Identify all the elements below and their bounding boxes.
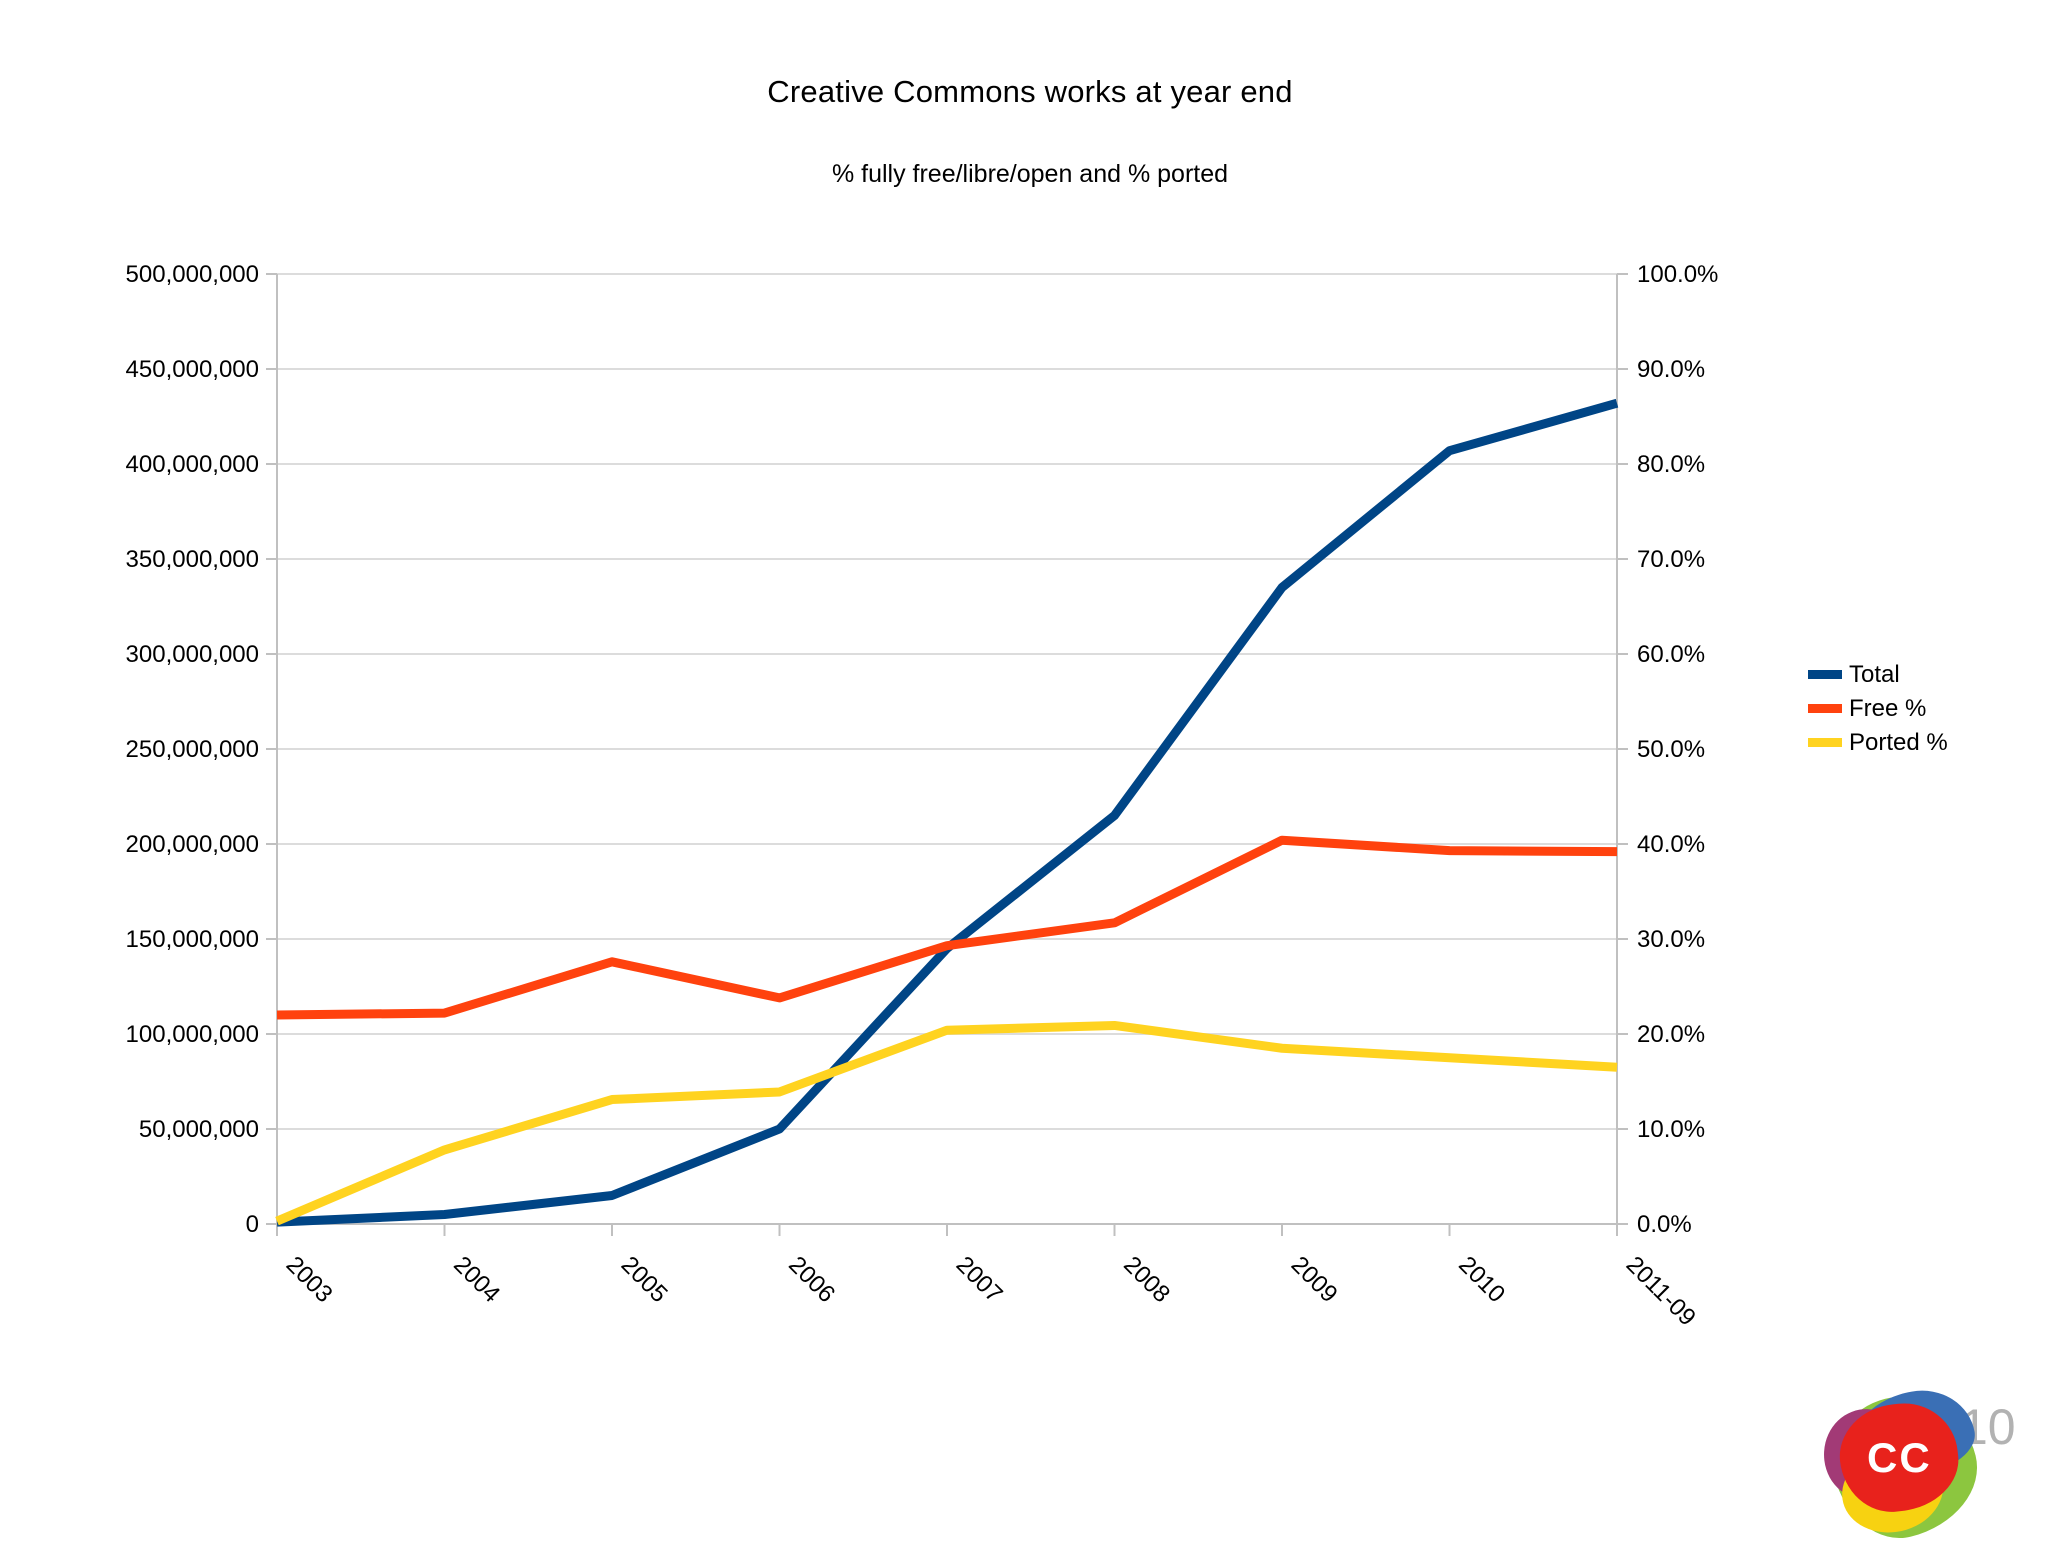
- left-axis-label: 300,000,000: [126, 641, 259, 668]
- right-axis-label: 10.0%: [1637, 1116, 1705, 1143]
- left-axis-label: 150,000,000: [126, 926, 259, 953]
- legend-swatch-total: [1808, 670, 1842, 679]
- right-axis-label: 100.0%: [1637, 261, 1718, 288]
- left-axis-label: 450,000,000: [126, 356, 259, 383]
- left-axis-label: 400,000,000: [126, 451, 259, 478]
- right-axis-label: 70.0%: [1637, 546, 1705, 573]
- chart-legend: Total Free % Ported %: [1808, 662, 1948, 755]
- series-line-total: [276, 398, 1619, 1227]
- left-axis-label: 100,000,000: [126, 1021, 259, 1048]
- cc-logo-text: CC: [1866, 1433, 1932, 1481]
- legend-item-total: Total: [1808, 662, 1948, 687]
- right-axis-label: 40.0%: [1637, 831, 1705, 858]
- left-axis-label: 250,000,000: [126, 736, 259, 763]
- left-axis-label: 50,000,000: [139, 1116, 259, 1143]
- legend-label-free: Free %: [1849, 695, 1927, 722]
- x-axis-label: 2010: [1453, 1251, 1510, 1308]
- left-axis-label: 0: [246, 1211, 259, 1238]
- series-line-ported: [275, 1020, 1618, 1226]
- right-axis-label: 20.0%: [1637, 1021, 1705, 1048]
- chart-canvas: 0 0.0% 50,000,000 10.0% 100,000,000 20.0% 150,…: [126, 261, 1719, 1331]
- x-axis-label: 2003: [281, 1251, 338, 1308]
- x-axis-label: 2009: [1286, 1251, 1343, 1308]
- legend-label-total: Total: [1849, 661, 1900, 688]
- right-axis-label: 90.0%: [1637, 356, 1705, 383]
- right-axis-label: 60.0%: [1637, 641, 1705, 668]
- left-axis-label: 200,000,000: [126, 831, 259, 858]
- legend-label-ported: Ported %: [1849, 729, 1948, 756]
- x-axis-label: 2004: [448, 1251, 505, 1308]
- right-axis-label: 80.0%: [1637, 451, 1705, 478]
- legend-swatch-ported: [1808, 738, 1842, 747]
- chart-title: Creative Commons works at year end: [767, 74, 1293, 109]
- legend-item-ported: Ported %: [1808, 730, 1948, 755]
- cc-logo: CC: [1814, 1380, 1991, 1551]
- legend-item-free: Free %: [1808, 696, 1948, 721]
- left-axis-label: 350,000,000: [126, 546, 259, 573]
- x-axis-label: 2007: [951, 1251, 1008, 1308]
- left-axis-label: 500,000,000: [126, 261, 259, 288]
- legend-swatch-free: [1808, 704, 1842, 713]
- x-axis-label: 2006: [783, 1251, 840, 1308]
- x-axis-label: 2011-09: [1621, 1251, 1701, 1331]
- x-axis-label: 2005: [616, 1251, 673, 1308]
- series-line-free: [276, 835, 1618, 1020]
- right-axis-label: 0.0%: [1637, 1211, 1692, 1238]
- right-axis-label: 50.0%: [1637, 736, 1705, 763]
- chart-subtitle: % fully free/libre/open and % ported: [831, 160, 1229, 188]
- x-axis-label: 2008: [1118, 1251, 1175, 1308]
- right-axis-label: 30.0%: [1637, 926, 1705, 953]
